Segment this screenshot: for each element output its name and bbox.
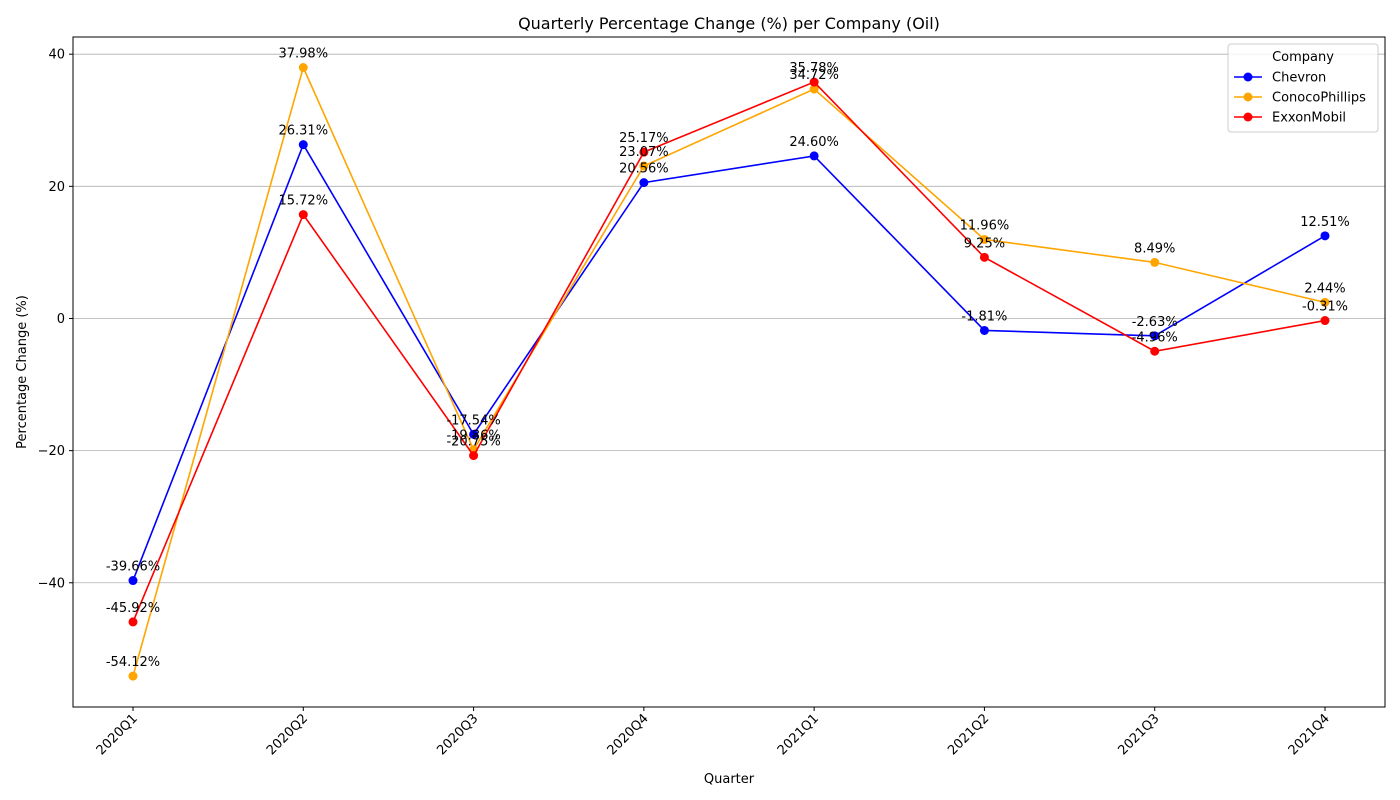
legend-title: Company: [1272, 50, 1334, 65]
data-label: 24.60%: [789, 135, 839, 150]
data-point: [128, 617, 138, 627]
data-label: -54.12%: [106, 655, 160, 670]
data-label: -2.63%: [1132, 315, 1178, 330]
data-point: [128, 671, 138, 681]
data-point: [979, 325, 989, 335]
data-point: [1320, 316, 1330, 326]
data-label: -1.81%: [961, 309, 1007, 324]
data-label: -20.75%: [446, 435, 500, 450]
data-point: [298, 63, 308, 73]
data-point: [1320, 297, 1330, 307]
data-label: -17.54%: [446, 413, 500, 428]
legend: Company Chevron ConocoPhillips ExxonMobil: [1227, 43, 1379, 133]
data-point: [1320, 231, 1330, 241]
data-label: 12.51%: [1300, 215, 1350, 230]
data-point: [298, 210, 308, 220]
data-labels: -39.66% 26.31% -17.54% 20.56% 24.60% -1.81% -2…: [106, 47, 1350, 671]
series-line: [132, 81, 1326, 623]
data-label: -4.96%: [1132, 330, 1178, 345]
data-point: [469, 451, 479, 461]
plot-frame: [72, 36, 1386, 708]
data-label: 8.49%: [1134, 241, 1175, 256]
data-label: 20.56%: [619, 162, 669, 177]
data-label: 2.44%: [1304, 281, 1345, 296]
data-point: [128, 576, 138, 586]
data-point: [1150, 257, 1160, 267]
x-axis-title: Quarter: [704, 772, 755, 787]
data-point: [809, 84, 819, 94]
y-tick-label: 20: [48, 180, 65, 195]
grid-lines: [73, 53, 1385, 584]
data-point: [639, 161, 649, 171]
legend-marker: [1243, 112, 1253, 122]
y-tick-label: 40: [48, 48, 65, 63]
data-label: 23.07%: [619, 145, 669, 160]
data-label: 35.78%: [789, 61, 839, 76]
data-point: [469, 429, 479, 439]
data-point: [1150, 331, 1160, 341]
data-label: -19.86%: [446, 429, 500, 444]
data-point: [979, 234, 989, 244]
data-label: 26.31%: [278, 124, 328, 139]
data-label: 9.25%: [964, 236, 1005, 251]
y-axis-title: Percentage Change (%): [15, 295, 30, 449]
data-point: [639, 178, 649, 188]
data-label: 25.17%: [619, 131, 669, 146]
data-label: 11.96%: [960, 218, 1010, 233]
legend-entry: ExxonMobil: [1272, 111, 1346, 126]
series-lines: [128, 63, 1330, 681]
data-point: [639, 147, 649, 157]
data-point: [298, 140, 308, 150]
data-label: 34.72%: [789, 68, 839, 83]
data-label: -0.31%: [1302, 300, 1348, 315]
data-label: -45.92%: [106, 601, 160, 616]
legend-entry: Chevron: [1272, 71, 1326, 86]
data-point: [809, 77, 819, 87]
legend-entry: ConocoPhillips: [1272, 91, 1366, 106]
y-tick-label: −20: [38, 444, 65, 459]
legend-box: [1227, 43, 1379, 133]
data-label: -39.66%: [106, 560, 160, 575]
y-axis: −40 −20 0 20 40: [38, 48, 73, 591]
chart-title: Quarterly Percentage Change (%) per Comp…: [518, 14, 940, 33]
legend-marker: [1243, 92, 1253, 102]
y-tick-label: 0: [57, 312, 65, 327]
series-line: [132, 65, 1326, 677]
legend-marker: [1243, 72, 1253, 82]
data-label: 15.72%: [278, 194, 328, 209]
data-point: [1150, 346, 1160, 356]
data-point: [979, 252, 989, 262]
data-point: [809, 151, 819, 161]
y-tick-label: −40: [38, 576, 65, 591]
data-label: 37.98%: [278, 47, 328, 62]
